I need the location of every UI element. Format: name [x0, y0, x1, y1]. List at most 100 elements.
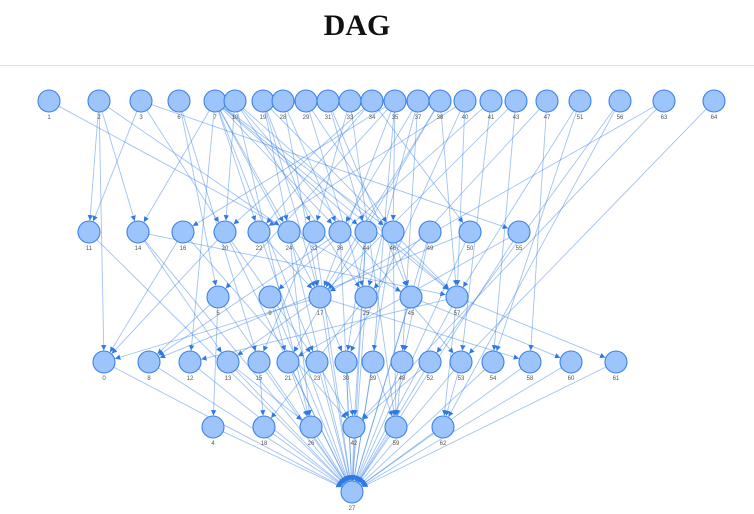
- node-circle[interactable]: [418, 220, 442, 244]
- node-circle[interactable]: [77, 220, 101, 244]
- node-5[interactable]: 5: [206, 285, 230, 317]
- node-circle[interactable]: [328, 220, 352, 244]
- node-33[interactable]: 33: [338, 89, 362, 121]
- node-64[interactable]: 64: [702, 89, 726, 121]
- node-circle[interactable]: [316, 89, 340, 113]
- node-circle[interactable]: [334, 350, 358, 374]
- node-15[interactable]: 15: [247, 350, 271, 382]
- node-circle[interactable]: [383, 89, 407, 113]
- node-32[interactable]: 32: [302, 220, 326, 252]
- node-2[interactable]: 2: [87, 89, 111, 121]
- node-circle[interactable]: [479, 89, 503, 113]
- node-14[interactable]: 14: [126, 220, 150, 252]
- node-30[interactable]: 30: [334, 350, 358, 382]
- node-circle[interactable]: [428, 89, 452, 113]
- node-23[interactable]: 23: [305, 350, 329, 382]
- node-6[interactable]: 6: [167, 89, 191, 121]
- node-circle[interactable]: [381, 220, 405, 244]
- node-54[interactable]: 54: [481, 350, 505, 382]
- node-3[interactable]: 3: [129, 89, 153, 121]
- node-59[interactable]: 59: [384, 415, 408, 447]
- node-39[interactable]: 39: [361, 350, 385, 382]
- node-circle[interactable]: [559, 350, 583, 374]
- node-13[interactable]: 13: [216, 350, 240, 382]
- node-48[interactable]: 48: [390, 350, 414, 382]
- node-circle[interactable]: [453, 89, 477, 113]
- node-circle[interactable]: [390, 350, 414, 374]
- node-circle[interactable]: [252, 415, 276, 439]
- node-circle[interactable]: [384, 415, 408, 439]
- node-circle[interactable]: [445, 285, 469, 309]
- node-11[interactable]: 11: [77, 220, 101, 252]
- node-circle[interactable]: [258, 285, 282, 309]
- node-51[interactable]: 51: [568, 89, 592, 121]
- node-62[interactable]: 62: [431, 415, 455, 447]
- node-35[interactable]: 35: [383, 89, 407, 121]
- node-circle[interactable]: [305, 350, 329, 374]
- node-12[interactable]: 12: [178, 350, 202, 382]
- node-16[interactable]: 16: [171, 220, 195, 252]
- node-circle[interactable]: [342, 415, 366, 439]
- node-circle[interactable]: [399, 285, 423, 309]
- node-7[interactable]: 7: [203, 89, 227, 121]
- node-circle[interactable]: [507, 220, 531, 244]
- node-27[interactable]: 27: [340, 480, 364, 512]
- node-58[interactable]: 58: [518, 350, 542, 382]
- node-circle[interactable]: [216, 350, 240, 374]
- node-56[interactable]: 56: [608, 89, 632, 121]
- node-circle[interactable]: [201, 415, 225, 439]
- node-circle[interactable]: [354, 285, 378, 309]
- node-circle[interactable]: [294, 89, 318, 113]
- node-circle[interactable]: [608, 89, 632, 113]
- node-circle[interactable]: [137, 350, 161, 374]
- node-10[interactable]: 10: [223, 89, 247, 121]
- node-28[interactable]: 28: [271, 89, 295, 121]
- node-circle[interactable]: [167, 89, 191, 113]
- node-circle[interactable]: [203, 89, 227, 113]
- node-57[interactable]: 57: [445, 285, 469, 317]
- node-circle[interactable]: [37, 89, 61, 113]
- node-circle[interactable]: [361, 350, 385, 374]
- node-circle[interactable]: [92, 350, 116, 374]
- node-34[interactable]: 34: [360, 89, 384, 121]
- node-45[interactable]: 45: [399, 285, 423, 317]
- node-29[interactable]: 29: [294, 89, 318, 121]
- node-1[interactable]: 1: [37, 89, 61, 121]
- node-circle[interactable]: [406, 89, 430, 113]
- node-44[interactable]: 44: [354, 220, 378, 252]
- node-21[interactable]: 21: [276, 350, 300, 382]
- node-41[interactable]: 41: [479, 89, 503, 121]
- node-circle[interactable]: [271, 89, 295, 113]
- node-circle[interactable]: [277, 220, 301, 244]
- node-circle[interactable]: [568, 89, 592, 113]
- node-0[interactable]: 0: [92, 350, 116, 382]
- node-4[interactable]: 4: [201, 415, 225, 447]
- node-40[interactable]: 40: [453, 89, 477, 121]
- node-circle[interactable]: [340, 480, 364, 504]
- node-circle[interactable]: [360, 89, 384, 113]
- node-circle[interactable]: [178, 350, 202, 374]
- node-circle[interactable]: [449, 350, 473, 374]
- node-18[interactable]: 18: [252, 415, 276, 447]
- node-22[interactable]: 22: [247, 220, 271, 252]
- node-circle[interactable]: [87, 89, 111, 113]
- node-25[interactable]: 25: [354, 285, 378, 317]
- node-46[interactable]: 46: [381, 220, 405, 252]
- node-circle[interactable]: [338, 89, 362, 113]
- node-circle[interactable]: [299, 415, 323, 439]
- node-19[interactable]: 19: [251, 89, 275, 121]
- node-8[interactable]: 8: [137, 350, 161, 382]
- node-circle[interactable]: [518, 350, 542, 374]
- node-circle[interactable]: [702, 89, 726, 113]
- node-circle[interactable]: [652, 89, 676, 113]
- node-circle[interactable]: [129, 89, 153, 113]
- node-60[interactable]: 60: [559, 350, 583, 382]
- node-circle[interactable]: [308, 285, 332, 309]
- node-24[interactable]: 24: [277, 220, 301, 252]
- node-circle[interactable]: [171, 220, 195, 244]
- node-circle[interactable]: [223, 89, 247, 113]
- node-52[interactable]: 52: [418, 350, 442, 382]
- node-26[interactable]: 26: [299, 415, 323, 447]
- node-36[interactable]: 36: [328, 220, 352, 252]
- node-circle[interactable]: [276, 350, 300, 374]
